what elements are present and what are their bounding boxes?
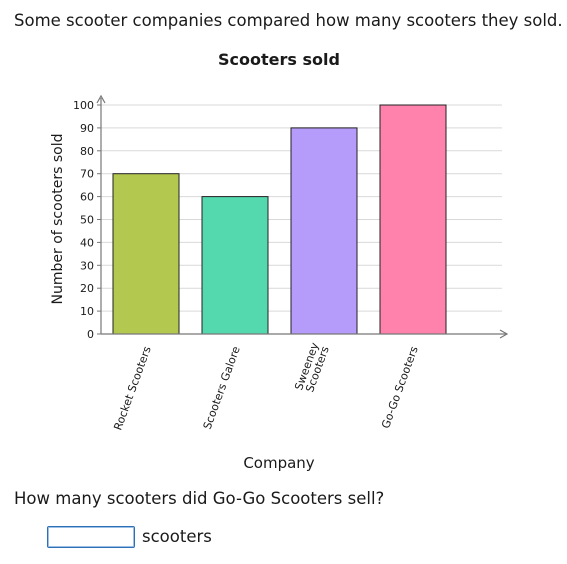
bar [112,173,180,335]
x-tick-label: Scooters Galore [201,344,243,431]
x-tick-label: Go-Go Scooters [379,344,421,430]
bar [290,127,358,335]
y-tick-label: 60 [80,191,94,204]
x-tick-labels: Rocket Scooters Scooters Galore SweeneySco… [111,340,421,432]
question-text: How many scooters did Go-Go Scooters sel… [14,489,385,508]
axes [96,94,509,339]
y-tick-label: 50 [80,214,94,227]
intro-text: Some scooter companies compared how many… [14,11,563,30]
y-tick-label: 70 [80,168,94,181]
y-tick-label: 30 [80,259,94,272]
y-tick-label: 0 [87,328,94,341]
y-tick-label: 40 [80,236,94,249]
x-axis-arrow [499,329,509,339]
x-tick-label-line: Scooters Galore [201,344,243,431]
y-tick-label: 90 [80,122,94,135]
y-tick-label: 80 [80,145,94,158]
answer-unit-label: scooters [142,527,212,546]
x-tick-label-line: Rocket Scooters [111,344,154,432]
y-axis-label: Number of scooters sold [50,134,66,305]
answer-input[interactable] [47,526,135,548]
x-tick-label: Rocket Scooters [111,344,154,432]
y-axis-arrow [96,94,106,104]
y-tick-labels: 0 10 20 30 40 50 60 70 80 90 100 [73,99,94,341]
x-tick-label-line: Go-Go Scooters [379,344,421,430]
y-tick-label: 10 [80,305,94,318]
bar-chart: Scooters sold 0 10 20 30 40 50 60 70 80 90 100 Roc… [50,50,509,472]
y-tick-label: 20 [80,282,94,295]
chart-title: Scooters sold [218,50,340,69]
bar [379,104,447,335]
bar [201,196,269,335]
y-tick-label: 100 [73,99,94,112]
x-axis-label: Company [243,454,314,472]
